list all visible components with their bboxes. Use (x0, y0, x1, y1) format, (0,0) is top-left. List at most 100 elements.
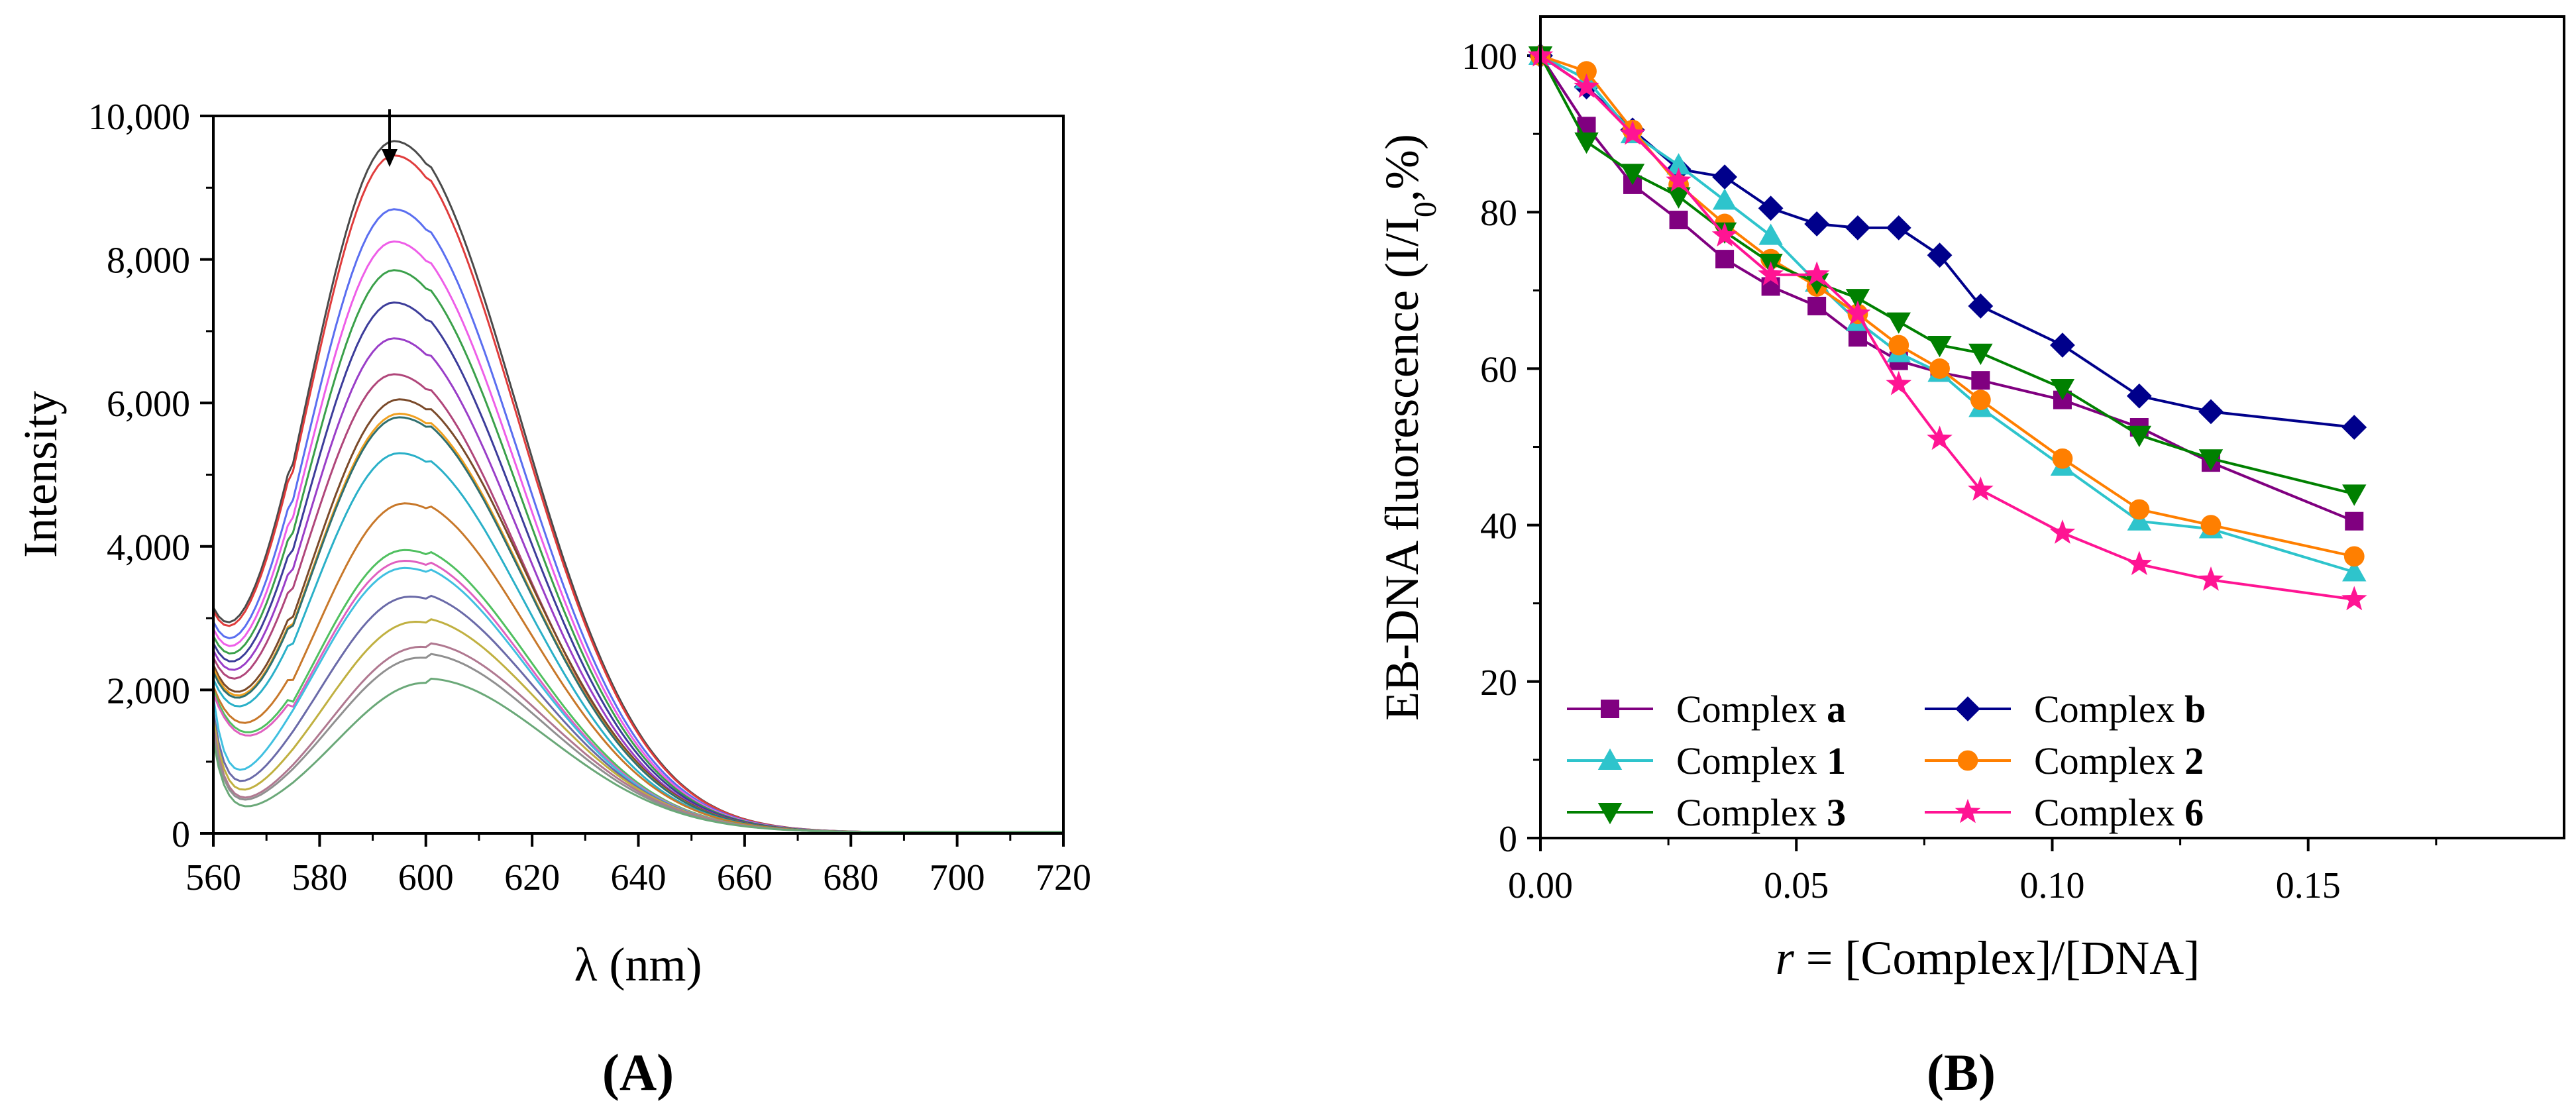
panel-b-y-axis-label: EB-DNA fluorescence (I/I0,%) (1375, 134, 1443, 721)
b-y-tick-label: 20 (1480, 662, 1517, 704)
data-point-complex-3 (2127, 425, 2152, 448)
data-point-complex-6 (1758, 261, 1784, 286)
legend-marker (1957, 750, 1978, 771)
data-point-complex-2 (1970, 390, 1991, 411)
panel-a-spectra-chart: 560 580 600 620 640 660 680 700 720 0 2,000 4,000 6… (14, 97, 1091, 1101)
data-point-complex-b (1712, 164, 1737, 189)
legend-marker (1955, 798, 1981, 823)
legend-item-complex-3: Complex 3 (1567, 791, 1846, 834)
data-point-complex-2 (1576, 61, 1597, 82)
data-point-complex-a (1848, 328, 1867, 347)
data-point-complex-6 (1711, 222, 1738, 247)
panel-b-plot-frame (1539, 15, 2565, 839)
data-point-complex-b (2198, 399, 2224, 425)
b-x-tick-label: 0.15 (2276, 865, 2341, 906)
a-y-tick-label: 4,000 (107, 527, 190, 568)
data-point-complex-a (2345, 511, 2364, 531)
series-line-complex-a (1539, 54, 2355, 523)
series-complex-a (1531, 46, 2364, 531)
a-x-tick-label: 700 (930, 857, 985, 898)
data-point-complex-a (1715, 250, 1735, 269)
data-point-complex-2 (2343, 546, 2365, 567)
legend-label: Complex b (2034, 688, 2206, 731)
legend-item-complex-2: Complex 2 (1925, 739, 2204, 782)
panel-b-caption: (B) (1927, 1043, 1996, 1101)
data-point-complex-b (2050, 333, 2075, 358)
data-point-complex-2 (2129, 499, 2150, 520)
panel-b-x-tick-labels: 0.00 0.05 0.10 0.15 (1508, 865, 2341, 906)
data-point-complex-3 (1620, 164, 1645, 185)
series-complex-6 (1527, 42, 2367, 611)
data-point-complex-3 (1666, 187, 1691, 209)
a-y-tick-label: 10,000 (88, 97, 190, 138)
data-point-complex-6 (1574, 74, 1599, 98)
data-point-complex-3 (1927, 336, 1952, 358)
a-y-tick-label: 6,000 (107, 384, 190, 425)
data-point-complex-2 (1888, 335, 1909, 356)
data-point-complex-3 (1804, 273, 1829, 295)
panel-b-y-tick-labels: 0 20 40 60 80 100 (1462, 36, 1517, 860)
data-point-complex-6 (1619, 120, 1646, 145)
data-point-complex-6 (1886, 370, 1912, 396)
data-point-complex-3 (1968, 343, 1993, 366)
data-point-complex-b (1804, 211, 1830, 237)
series-line-complex-2 (1540, 54, 2355, 558)
b-x-tick-label: 0.00 (1508, 865, 1573, 906)
legend-marker (1601, 700, 1619, 718)
panel-b-ticks (1527, 54, 2438, 851)
b-x-tick-label: 0.10 (2020, 865, 2085, 906)
panel-a-caption: (A) (602, 1043, 674, 1101)
legend-marker (1597, 748, 1623, 770)
b-y-tick-label: 100 (1462, 36, 1517, 78)
a-x-tick-label: 620 (504, 857, 560, 898)
emission-curve-6 (212, 301, 1063, 833)
legend-item-complex-b: Complex b (1925, 688, 2206, 731)
data-point-complex-6 (1845, 300, 1871, 325)
legend-item-complex-a: Complex a (1567, 688, 1846, 731)
emission-curve-18 (212, 618, 1063, 833)
data-point-complex-b (2341, 415, 2367, 440)
data-point-complex-2 (2052, 448, 2073, 469)
panel-a-curves (212, 140, 1063, 833)
data-point-complex-6 (2341, 586, 2367, 611)
legend-item-complex-1: Complex 1 (1567, 739, 1846, 782)
data-point-complex-6 (1968, 476, 1994, 501)
panel-a-x-axis-label: λ (nm) (574, 938, 702, 991)
a-y-tick-label: 0 (172, 814, 190, 855)
legend-label: Complex 3 (1676, 791, 1846, 834)
data-point-complex-6 (2126, 551, 2153, 576)
a-x-tick-label: 720 (1036, 857, 1091, 898)
a-y-tick-label: 2,000 (107, 670, 190, 712)
emission-curve-7 (212, 337, 1063, 833)
data-point-complex-3 (1845, 289, 1870, 311)
b-y-tick-label: 40 (1480, 506, 1517, 547)
legend-label: Complex a (1676, 688, 1846, 731)
data-point-complex-2 (2200, 515, 2222, 536)
panel-a-plot-frame (212, 115, 1065, 835)
data-point-complex-1 (1666, 153, 1691, 175)
panel-a-x-tick-labels: 560 580 600 620 640 660 680 700 720 (186, 857, 1091, 898)
panel-b-x-axis-label: r = [Complex]/[DNA] (1776, 931, 2200, 984)
legend-marker (1955, 696, 1980, 721)
peak-arrow-annotation (382, 109, 398, 167)
a-x-tick-label: 660 (717, 857, 773, 898)
series-complex-2 (1530, 45, 2365, 567)
legend-label: Complex 2 (2034, 739, 2204, 782)
data-point-complex-a (1971, 371, 1990, 390)
series-line-complex-3 (1539, 55, 2355, 496)
a-x-tick-label: 640 (611, 857, 667, 898)
panel-a-y-tick-labels: 0 2,000 4,000 6,000 8,000 10,000 (88, 97, 190, 855)
a-x-tick-label: 680 (823, 857, 879, 898)
b-y-tick-label: 0 (1499, 819, 1517, 860)
series-line-complex-1 (1540, 54, 2355, 574)
data-point-complex-3 (2342, 484, 2367, 506)
b-x-tick-label: 0.05 (1764, 865, 1829, 906)
data-point-complex-b (1968, 293, 1994, 319)
data-point-complex-6 (1803, 261, 1830, 286)
series-line-complex-6 (1539, 54, 2355, 601)
data-point-complex-1 (2127, 509, 2152, 531)
data-point-complex-2 (1929, 358, 1950, 379)
data-point-complex-1 (2342, 560, 2367, 582)
